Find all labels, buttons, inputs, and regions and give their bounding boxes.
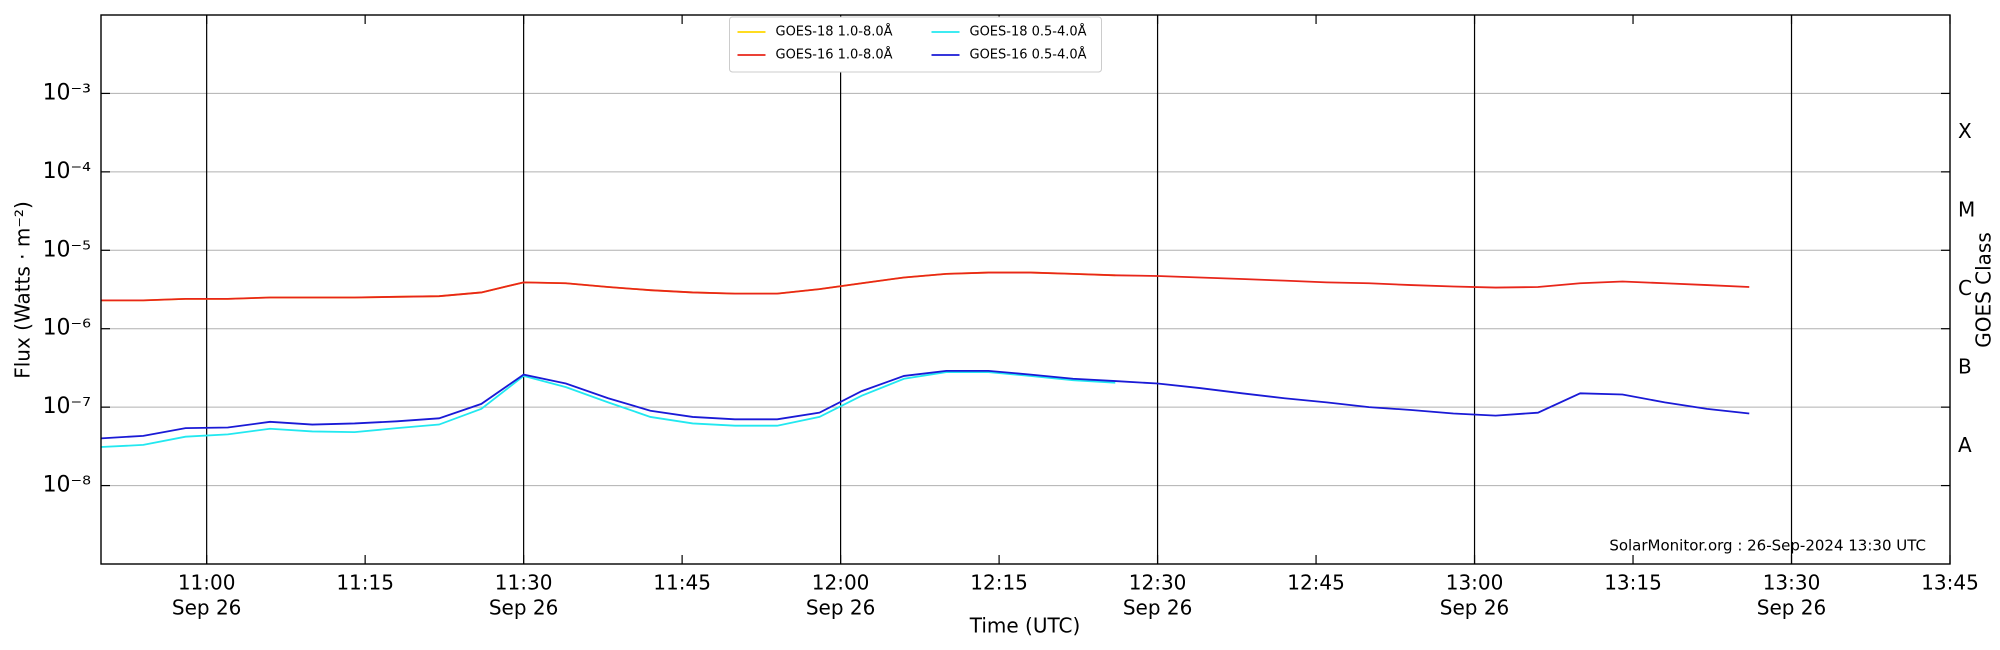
y2-tick-label: X <box>1958 119 1972 143</box>
y-tick-label: 10⁻⁵ <box>43 237 91 262</box>
y-tick-label: 10⁻⁴ <box>43 159 92 184</box>
x-tick-label: 12:15 <box>970 571 1028 595</box>
y2-axis-label: GOES Class <box>1972 232 1996 348</box>
x-tick-label: 11:15 <box>336 571 394 595</box>
x-tick-label: 13:45 <box>1921 571 1979 595</box>
x-tick-label: 11:30 <box>495 571 553 595</box>
plot-frame <box>100 14 1951 565</box>
series-line <box>100 371 1116 448</box>
x-tick-label: 13:30 <box>1763 571 1821 595</box>
y2-tick-label: A <box>1958 433 1972 457</box>
x-tick-date: Sep 26 <box>1123 596 1193 620</box>
x-tick-date: Sep 26 <box>806 596 876 620</box>
x-tick-date: Sep 26 <box>489 596 559 620</box>
y-tick-label: 10⁻⁷ <box>43 394 91 419</box>
y-tick-label: 10⁻⁶ <box>43 316 92 341</box>
x-tick-label: 12:45 <box>1287 571 1345 595</box>
x-tick-label: 11:00 <box>178 571 236 595</box>
legend-box <box>729 16 1102 73</box>
x-tick-label: 12:00 <box>812 571 870 595</box>
y2-tick-label: B <box>1958 354 1972 378</box>
legend-label: GOES-16 0.5-4.0Å <box>970 47 1087 63</box>
series-line <box>100 369 1750 440</box>
x-tick-label: 13:00 <box>1446 571 1504 595</box>
series-line <box>101 271 1750 302</box>
legend-label: GOES-18 1.0-8.0Å <box>776 24 893 40</box>
legend-label: GOES-18 0.5-4.0Å <box>970 24 1087 40</box>
x-tick-label: 12:30 <box>1129 571 1187 595</box>
x-axis-label: Time (UTC) <box>969 614 1081 638</box>
y2-tick-label: M <box>1958 198 1975 222</box>
x-tick-label: 13:15 <box>1604 571 1662 595</box>
y-tick-label: 10⁻⁸ <box>43 473 92 498</box>
x-tick-date: Sep 26 <box>172 596 242 620</box>
y2-tick-label: C <box>1958 276 1972 300</box>
y-axis-label: Flux (Watts · m⁻²) <box>11 201 35 379</box>
annotation: SolarMonitor.org : 26-Sep-2024 13:30 UTC <box>1609 537 1926 555</box>
x-tick-date: Sep 26 <box>1440 596 1510 620</box>
y-tick-label: 10⁻³ <box>43 80 91 105</box>
x-tick-date: Sep 26 <box>1757 596 1827 620</box>
legend-label: GOES-16 1.0-8.0Å <box>776 47 893 63</box>
x-tick-label: 11:45 <box>653 571 711 595</box>
